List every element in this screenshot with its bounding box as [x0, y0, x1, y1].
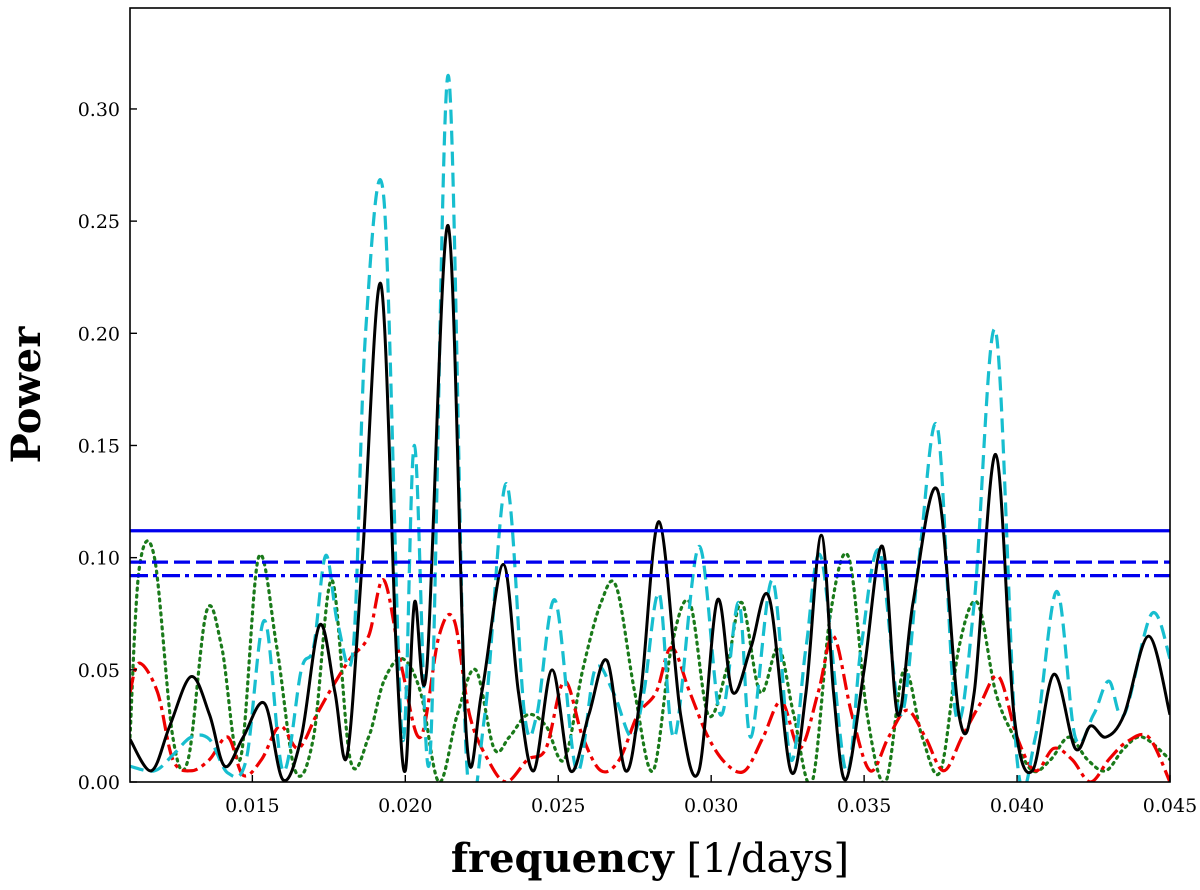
plot-frame: [129, 7, 1171, 783]
x-tick-label: 0.015: [225, 795, 279, 817]
series-green-dotted: [130, 539, 1170, 782]
x-axis-label-units: [1/days]: [674, 836, 849, 882]
x-tick-label: 0.040: [990, 795, 1044, 817]
x-tick-label: 0.045: [1143, 795, 1197, 817]
x-tick-label: 0.035: [837, 795, 891, 817]
plot-background: [130, 8, 1170, 782]
x-tick-label: 0.025: [531, 795, 585, 817]
y-tick-label: 0.10: [78, 548, 120, 570]
y-tick-label: 0.20: [78, 323, 120, 345]
y-axis: 0.00 0.05 0.10 0.15 0.20 0.25 0.30: [78, 99, 137, 794]
y-tick-label: 0.25: [78, 211, 120, 233]
series-layer: [130, 73, 1170, 782]
y-tick-label: 0.05: [78, 660, 120, 682]
threshold-layer: [130, 529, 1170, 578]
y-tick-label: 0.15: [78, 435, 120, 457]
x-axis-label: frequency [1/days]: [451, 835, 849, 882]
x-tick-label: 0.020: [378, 795, 432, 817]
series-black-solid: [130, 224, 1170, 782]
series-cyan-dashed: [130, 73, 1170, 782]
y-axis-label: Power: [3, 326, 50, 464]
y-tick-label: 0.00: [78, 772, 120, 794]
y-tick-label: 0.30: [78, 99, 120, 121]
x-axis-label-bold: frequency: [451, 835, 676, 882]
x-axis: 0.015 0.020 0.025 0.030 0.035 0.040 0.045: [225, 775, 1197, 817]
x-tick-label: 0.030: [684, 795, 738, 817]
